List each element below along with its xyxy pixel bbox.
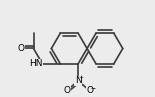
Text: HN: HN xyxy=(29,59,42,68)
Text: O: O xyxy=(86,86,93,95)
Text: N: N xyxy=(75,77,82,85)
Text: O: O xyxy=(18,44,25,53)
Text: −: − xyxy=(91,85,96,91)
Text: O: O xyxy=(63,86,70,95)
Text: +: + xyxy=(79,75,84,80)
